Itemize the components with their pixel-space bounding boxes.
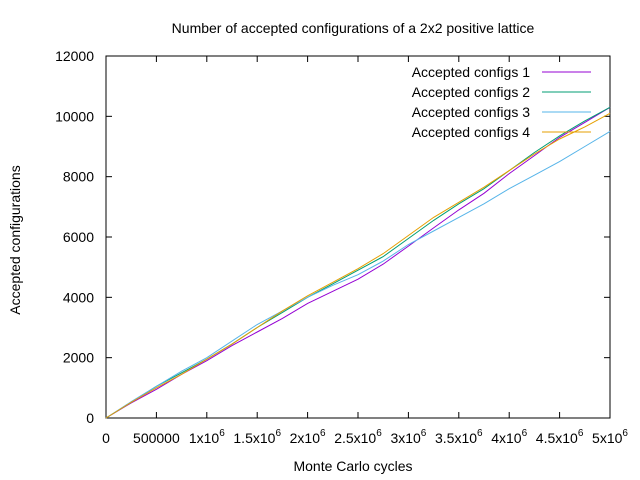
x-tick-label-exponent: 6 bbox=[376, 428, 382, 439]
x-tick-label: 2.5x106 bbox=[334, 428, 382, 446]
x-tick-label-text: 4x10 bbox=[491, 430, 522, 446]
x-tick-label: 4.5x106 bbox=[536, 428, 584, 446]
y-tick-label: 0 bbox=[86, 410, 94, 426]
y-tick-label: 12000 bbox=[55, 48, 94, 64]
x-axis-ticks: 0 500000 1x106 1.5x106 2x106 2.5x106 3x106 3.5x… bbox=[102, 56, 628, 446]
x-tick-label-exponent: 6 bbox=[275, 428, 281, 439]
x-tick-label: 5x106 bbox=[592, 428, 628, 446]
x-tick-label-text: 3.5x10 bbox=[435, 430, 477, 446]
x-tick-label-text: 2.5x10 bbox=[334, 430, 376, 446]
legend-label-3: Accepted configs 3 bbox=[412, 104, 531, 120]
series-line-4 bbox=[105, 112, 611, 419]
x-tick-label-exponent: 6 bbox=[578, 428, 584, 439]
x-tick-label-text: 1x10 bbox=[189, 430, 220, 446]
x-tick-label-exponent: 6 bbox=[622, 428, 628, 439]
plot-frame bbox=[105, 55, 611, 419]
x-tick-label: 4x106 bbox=[491, 428, 527, 446]
x-tick-label-exponent: 6 bbox=[219, 428, 225, 439]
x-tick-label-exponent: 6 bbox=[522, 428, 528, 439]
y-axis-ticks: 0 2000 4000 6000 8000 10000 12000 bbox=[55, 48, 610, 426]
x-tick-label: 3x106 bbox=[390, 428, 426, 446]
x-tick-label-exponent: 6 bbox=[477, 428, 483, 439]
y-tick-label: 4000 bbox=[63, 289, 94, 305]
x-tick-label-exponent: 6 bbox=[421, 428, 427, 439]
y-tick-label: 8000 bbox=[63, 169, 94, 185]
x-tick-label: 500000 bbox=[133, 430, 180, 446]
x-tick-label-exponent: 6 bbox=[320, 428, 326, 439]
y-axis-label: Accepted configurations bbox=[7, 165, 23, 314]
x-tick-label-text: 3x10 bbox=[390, 430, 421, 446]
x-tick-label: 3.5x106 bbox=[435, 428, 483, 446]
x-tick-label-text: 1.5x10 bbox=[233, 430, 275, 446]
y-tick-label: 6000 bbox=[63, 229, 94, 245]
legend-label-1: Accepted configs 1 bbox=[412, 64, 531, 80]
x-tick-label-text: 4.5x10 bbox=[536, 430, 578, 446]
chart-title: Number of accepted configurations of a 2… bbox=[172, 20, 535, 36]
x-tick-label-text: 0 bbox=[102, 430, 110, 446]
x-tick-label: 1x106 bbox=[189, 428, 225, 446]
x-axis-label: Monte Carlo cycles bbox=[293, 458, 412, 474]
legend: Accepted configs 1 Accepted configs 2 Acce… bbox=[412, 64, 591, 140]
y-tick-label: 10000 bbox=[55, 108, 94, 124]
legend-label-4: Accepted configs 4 bbox=[412, 124, 531, 140]
x-tick-label: 1.5x106 bbox=[233, 428, 281, 446]
x-tick-label: 2x106 bbox=[290, 428, 326, 446]
legend-label-2: Accepted configs 2 bbox=[412, 84, 531, 100]
x-tick-label-text: 2x10 bbox=[290, 430, 321, 446]
series-line-2 bbox=[105, 106, 611, 419]
x-tick-label-text: 500000 bbox=[133, 430, 180, 446]
series-line-3 bbox=[105, 130, 611, 419]
x-tick-label: 0 bbox=[102, 430, 110, 446]
y-tick-label: 2000 bbox=[63, 350, 94, 366]
series-lines bbox=[105, 106, 611, 419]
x-tick-label-text: 5x10 bbox=[592, 430, 623, 446]
